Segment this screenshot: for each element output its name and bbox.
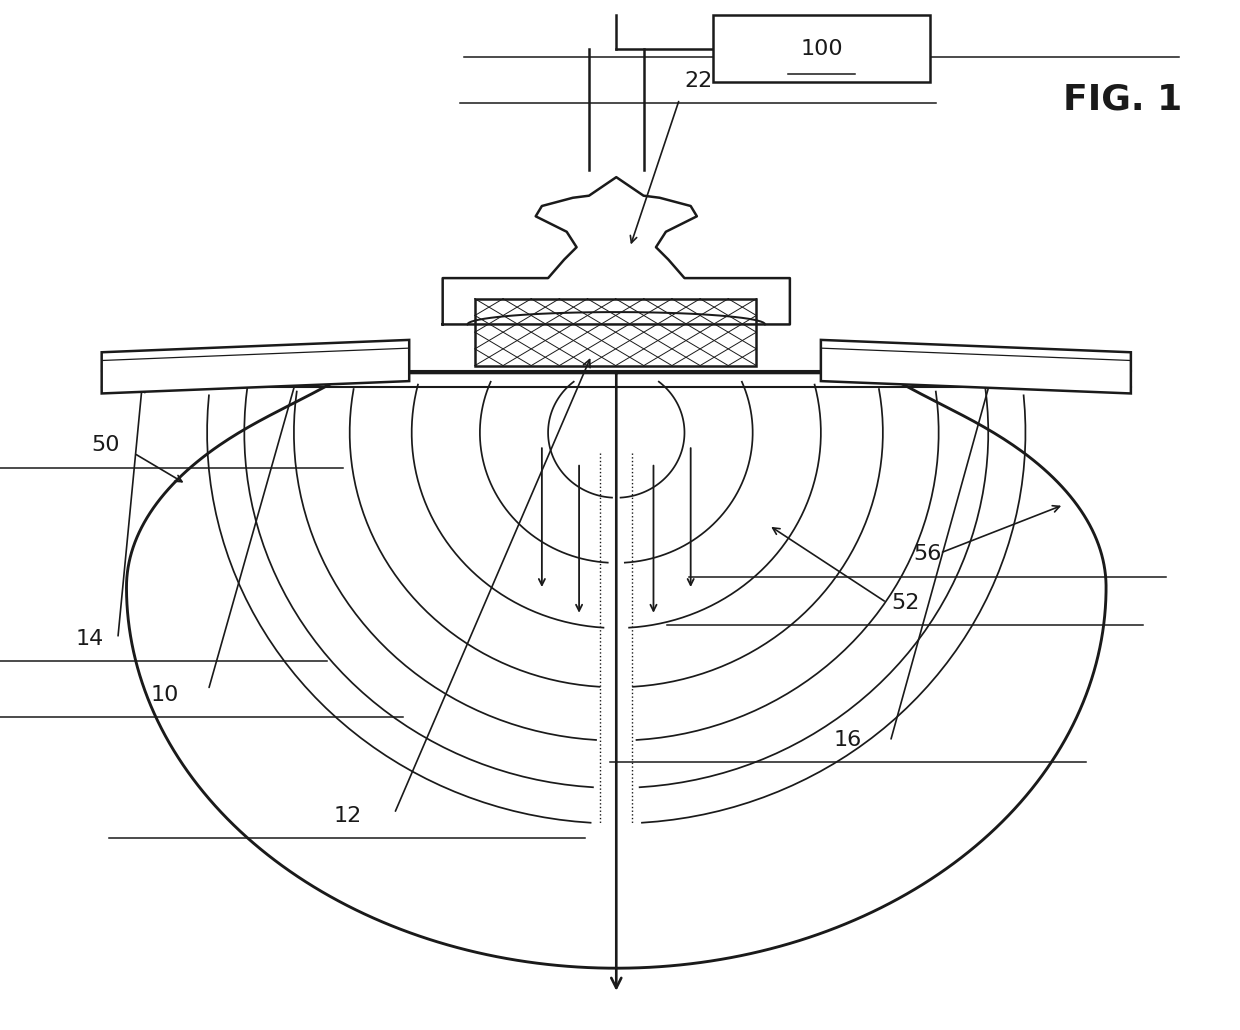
Text: 100: 100 xyxy=(800,25,843,44)
Bar xyxy=(475,299,756,366)
Text: 22: 22 xyxy=(684,71,712,91)
Bar xyxy=(713,15,930,82)
Text: FIG. 1: FIG. 1 xyxy=(1063,82,1182,116)
Polygon shape xyxy=(102,340,409,393)
Text: 100: 100 xyxy=(800,39,843,59)
Text: 16: 16 xyxy=(835,730,862,750)
Text: 50: 50 xyxy=(92,436,119,455)
Text: 10: 10 xyxy=(151,685,179,705)
Text: 52: 52 xyxy=(892,593,919,613)
Polygon shape xyxy=(821,340,1131,393)
Text: 56: 56 xyxy=(914,545,941,564)
Text: 14: 14 xyxy=(76,629,103,649)
Text: 12: 12 xyxy=(334,806,361,826)
